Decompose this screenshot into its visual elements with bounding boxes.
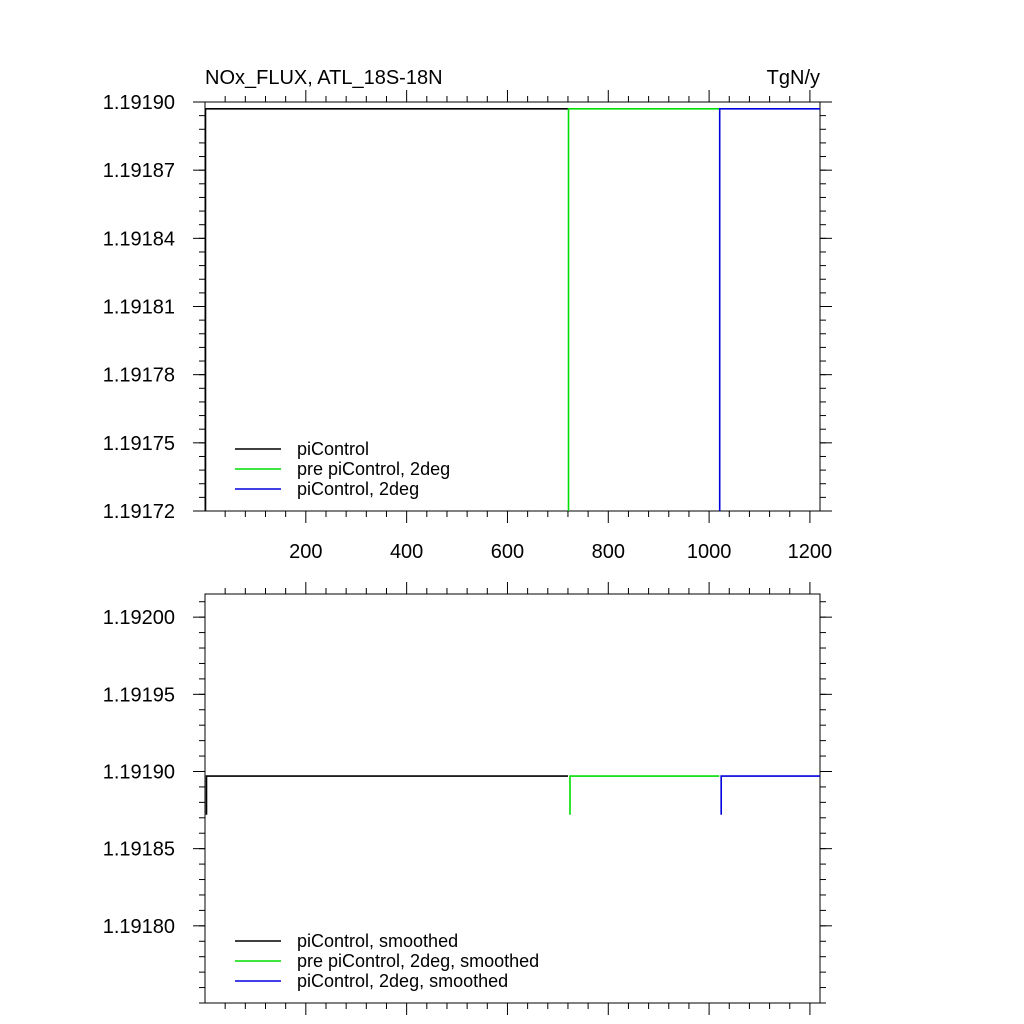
y-tick-label: 1.19184	[103, 228, 175, 250]
legend-label: piControl, 2deg	[297, 479, 419, 499]
legend-label: piControl	[297, 439, 369, 459]
series-line-2	[569, 775, 720, 815]
series-line-2	[567, 108, 720, 511]
chart-panel-1: 200 400 600 800 1000 1200 1.19190 1.19187 1.1918…	[103, 67, 832, 563]
chart-title: NOx_FLUX, ATL_18S-18N	[205, 67, 443, 89]
x-tick-label: 1200	[788, 541, 833, 563]
x-tick-label: 200	[289, 541, 322, 563]
y-tick-label: 1.19172	[103, 501, 175, 523]
x-tick-label: 800	[592, 541, 625, 563]
y-tick-label: 1.19181	[103, 297, 175, 319]
series-line-1	[204, 108, 568, 511]
x-tick-label: 1000	[687, 541, 732, 563]
series-line-3	[718, 108, 820, 511]
series-line-1	[205, 775, 568, 815]
legend-label: piControl, smoothed	[297, 931, 458, 951]
y-tick-label: 1.19190	[103, 92, 175, 114]
plot-frame	[204, 593, 821, 1004]
y-tick-label: 1.19185	[103, 839, 175, 861]
y-tick-label: 1.19187	[103, 160, 175, 182]
y-tick-label: 1.19175	[103, 433, 175, 455]
legend-label: pre piControl, 2deg	[297, 459, 450, 479]
chart-units: TgN/y	[767, 67, 820, 89]
x-tick-label: 600	[491, 541, 524, 563]
y-tick-label: 1.19178	[103, 365, 175, 387]
y-tick-label: 1.19180	[103, 916, 175, 938]
legend-label: pre piControl, 2deg, smoothed	[297, 951, 539, 971]
y-tick-label: 1.19200	[103, 607, 175, 629]
series-line-3	[720, 775, 820, 815]
y-tick-label: 1.19190	[103, 761, 175, 783]
chart-panel-2: 1.19200 1.19195 1.19190 1.19185 1.19180 piCon…	[103, 582, 832, 1015]
y-tick-label: 1.19195	[103, 684, 175, 706]
x-tick-label: 400	[390, 541, 423, 563]
legend-label: piControl, 2deg, smoothed	[297, 971, 508, 991]
